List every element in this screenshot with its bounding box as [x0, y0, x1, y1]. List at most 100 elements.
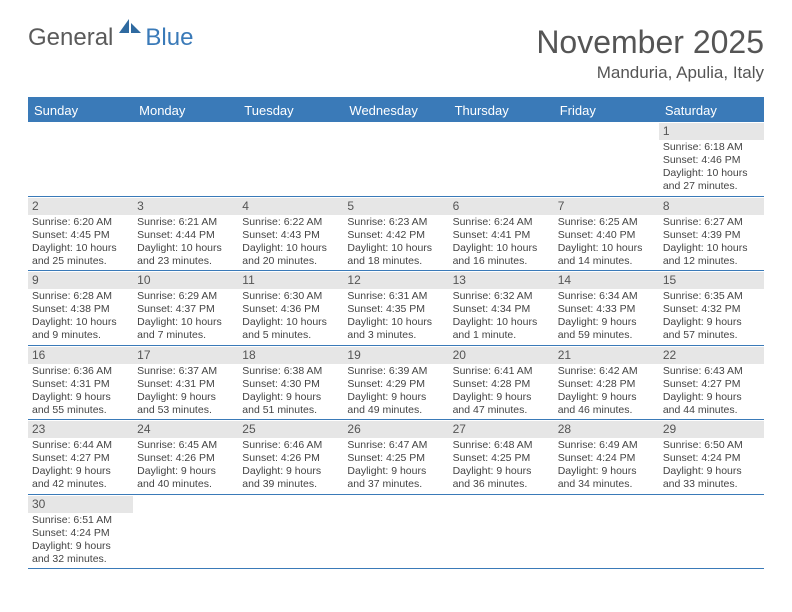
- day-number: 20: [449, 347, 554, 364]
- day-cell: 17Sunrise: 6:37 AMSunset: 4:31 PMDayligh…: [133, 346, 238, 420]
- weekday-header: Sunday: [28, 99, 133, 122]
- title-block: November 2025 Manduria, Apulia, Italy: [536, 24, 764, 83]
- sunset-text: Sunset: 4:27 PM: [32, 452, 129, 465]
- daylight-text: and 33 minutes.: [663, 478, 760, 491]
- daylight-text: and 27 minutes.: [663, 180, 760, 193]
- sunrise-text: Sunrise: 6:49 AM: [558, 439, 655, 452]
- month-title: November 2025: [536, 24, 764, 61]
- sunset-text: Sunset: 4:35 PM: [347, 303, 444, 316]
- sunrise-text: Sunrise: 6:37 AM: [137, 365, 234, 378]
- day-cell: 6Sunrise: 6:24 AMSunset: 4:41 PMDaylight…: [449, 197, 554, 271]
- day-cell: 10Sunrise: 6:29 AMSunset: 4:37 PMDayligh…: [133, 271, 238, 345]
- location: Manduria, Apulia, Italy: [536, 63, 764, 83]
- day-number: 11: [238, 272, 343, 289]
- daylight-text: Daylight: 9 hours: [558, 316, 655, 329]
- sunrise-text: Sunrise: 6:44 AM: [32, 439, 129, 452]
- day-cell: 19Sunrise: 6:39 AMSunset: 4:29 PMDayligh…: [343, 346, 448, 420]
- sunrise-text: Sunrise: 6:28 AM: [32, 290, 129, 303]
- day-number: 1: [659, 123, 764, 140]
- sunrise-text: Sunrise: 6:48 AM: [453, 439, 550, 452]
- day-number: 12: [343, 272, 448, 289]
- daylight-text: Daylight: 9 hours: [32, 391, 129, 404]
- daylight-text: Daylight: 9 hours: [663, 316, 760, 329]
- daylight-text: Daylight: 10 hours: [453, 316, 550, 329]
- sunrise-text: Sunrise: 6:35 AM: [663, 290, 760, 303]
- daylight-text: Daylight: 9 hours: [137, 391, 234, 404]
- sunrise-text: Sunrise: 6:22 AM: [242, 216, 339, 229]
- day-number: 4: [238, 198, 343, 215]
- sunset-text: Sunset: 4:31 PM: [32, 378, 129, 391]
- sunrise-text: Sunrise: 6:18 AM: [663, 141, 760, 154]
- sunset-text: Sunset: 4:37 PM: [137, 303, 234, 316]
- sunset-text: Sunset: 4:43 PM: [242, 229, 339, 242]
- sunset-text: Sunset: 4:46 PM: [663, 154, 760, 167]
- sunrise-text: Sunrise: 6:20 AM: [32, 216, 129, 229]
- day-cell: 1Sunrise: 6:18 AMSunset: 4:46 PMDaylight…: [659, 122, 764, 196]
- daylight-text: and 9 minutes.: [32, 329, 129, 342]
- daylight-text: Daylight: 9 hours: [453, 391, 550, 404]
- week-row: 1Sunrise: 6:18 AMSunset: 4:46 PMDaylight…: [28, 122, 764, 197]
- daylight-text: and 23 minutes.: [137, 255, 234, 268]
- day-cell: [133, 122, 238, 196]
- daylight-text: and 39 minutes.: [242, 478, 339, 491]
- daylight-text: and 32 minutes.: [32, 553, 129, 566]
- daylight-text: Daylight: 10 hours: [242, 316, 339, 329]
- sunrise-text: Sunrise: 6:21 AM: [137, 216, 234, 229]
- day-cell: 23Sunrise: 6:44 AMSunset: 4:27 PMDayligh…: [28, 420, 133, 494]
- day-cell: 30Sunrise: 6:51 AMSunset: 4:24 PMDayligh…: [28, 495, 133, 569]
- logo-word-blue: Blue: [145, 24, 193, 52]
- daylight-text: and 53 minutes.: [137, 404, 234, 417]
- day-cell: 3Sunrise: 6:21 AMSunset: 4:44 PMDaylight…: [133, 197, 238, 271]
- sunrise-text: Sunrise: 6:41 AM: [453, 365, 550, 378]
- daylight-text: Daylight: 9 hours: [242, 465, 339, 478]
- sunrise-text: Sunrise: 6:27 AM: [663, 216, 760, 229]
- daylight-text: and 20 minutes.: [242, 255, 339, 268]
- day-cell: [554, 122, 659, 196]
- calendar: SundayMondayTuesdayWednesdayThursdayFrid…: [28, 97, 764, 569]
- day-number: 28: [554, 421, 659, 438]
- sunset-text: Sunset: 4:41 PM: [453, 229, 550, 242]
- sunset-text: Sunset: 4:40 PM: [558, 229, 655, 242]
- day-cell: 18Sunrise: 6:38 AMSunset: 4:30 PMDayligh…: [238, 346, 343, 420]
- day-number: 26: [343, 421, 448, 438]
- day-cell: 12Sunrise: 6:31 AMSunset: 4:35 PMDayligh…: [343, 271, 448, 345]
- daylight-text: Daylight: 9 hours: [32, 540, 129, 553]
- sunset-text: Sunset: 4:33 PM: [558, 303, 655, 316]
- daylight-text: and 57 minutes.: [663, 329, 760, 342]
- sunrise-text: Sunrise: 6:30 AM: [242, 290, 339, 303]
- day-number: 14: [554, 272, 659, 289]
- daylight-text: Daylight: 9 hours: [663, 391, 760, 404]
- day-cell: 20Sunrise: 6:41 AMSunset: 4:28 PMDayligh…: [449, 346, 554, 420]
- weekday-header: Thursday: [449, 99, 554, 122]
- sunrise-text: Sunrise: 6:50 AM: [663, 439, 760, 452]
- sunset-text: Sunset: 4:45 PM: [32, 229, 129, 242]
- sunrise-text: Sunrise: 6:43 AM: [663, 365, 760, 378]
- daylight-text: and 44 minutes.: [663, 404, 760, 417]
- daylight-text: and 40 minutes.: [137, 478, 234, 491]
- sunset-text: Sunset: 4:27 PM: [663, 378, 760, 391]
- sunset-text: Sunset: 4:42 PM: [347, 229, 444, 242]
- day-cell: 27Sunrise: 6:48 AMSunset: 4:25 PMDayligh…: [449, 420, 554, 494]
- sunrise-text: Sunrise: 6:29 AM: [137, 290, 234, 303]
- day-number: 10: [133, 272, 238, 289]
- day-cell: 8Sunrise: 6:27 AMSunset: 4:39 PMDaylight…: [659, 197, 764, 271]
- daylight-text: Daylight: 10 hours: [663, 167, 760, 180]
- daylight-text: and 59 minutes.: [558, 329, 655, 342]
- daylight-text: and 16 minutes.: [453, 255, 550, 268]
- sunrise-text: Sunrise: 6:31 AM: [347, 290, 444, 303]
- sunrise-text: Sunrise: 6:34 AM: [558, 290, 655, 303]
- day-cell: 22Sunrise: 6:43 AMSunset: 4:27 PMDayligh…: [659, 346, 764, 420]
- sunset-text: Sunset: 4:26 PM: [137, 452, 234, 465]
- sunset-text: Sunset: 4:25 PM: [347, 452, 444, 465]
- sunrise-text: Sunrise: 6:25 AM: [558, 216, 655, 229]
- day-cell: [449, 495, 554, 569]
- daylight-text: and 3 minutes.: [347, 329, 444, 342]
- daylight-text: Daylight: 10 hours: [453, 242, 550, 255]
- sunset-text: Sunset: 4:24 PM: [32, 527, 129, 540]
- sunset-text: Sunset: 4:30 PM: [242, 378, 339, 391]
- day-cell: 16Sunrise: 6:36 AMSunset: 4:31 PMDayligh…: [28, 346, 133, 420]
- day-cell: 21Sunrise: 6:42 AMSunset: 4:28 PMDayligh…: [554, 346, 659, 420]
- week-row: 16Sunrise: 6:36 AMSunset: 4:31 PMDayligh…: [28, 346, 764, 421]
- daylight-text: Daylight: 9 hours: [137, 465, 234, 478]
- day-number: 3: [133, 198, 238, 215]
